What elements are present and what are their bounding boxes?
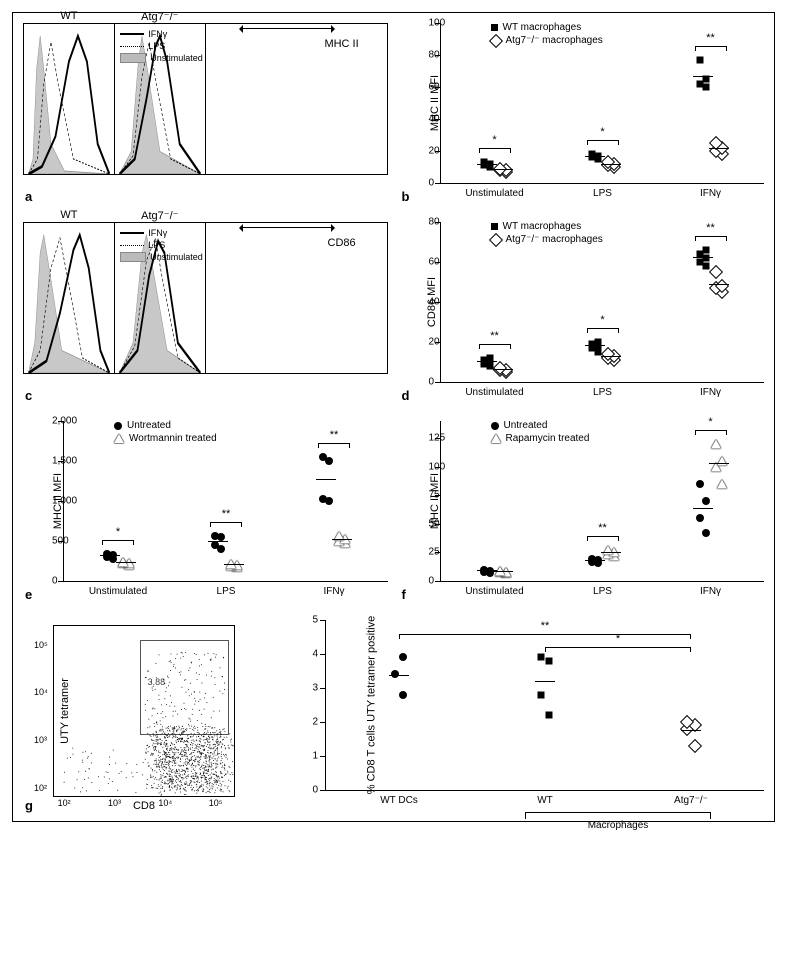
figure-container: WT Atg7⁻/⁻ IFNγ LPS Unstimulated (12, 12, 775, 822)
legend-label: WT macrophages (503, 220, 582, 233)
panel-label: a (25, 189, 32, 204)
facs-xlabel: CD8 (54, 800, 234, 812)
legend-label: WT macrophages (503, 21, 582, 34)
legend-label: IFNγ (148, 28, 167, 40)
legend-label: Untreated (127, 419, 171, 432)
panel-b: MHC II MFI WT macrophages Atg7⁻/⁻ macrop… (400, 23, 765, 204)
plot-legend: WT macrophages Atg7⁻/⁻ macrophages (491, 220, 603, 246)
panel-label: d (402, 388, 410, 403)
histogram-a-atg7: Atg7⁻/⁻ IFNγ LPS Unstimulated (115, 24, 206, 174)
histogram-c-wt: WT (24, 223, 115, 373)
histogram-title: Atg7⁻/⁻ (115, 209, 205, 222)
histogram-title: WT (24, 10, 114, 22)
histogram-a-wt: WT (24, 24, 115, 174)
x-tick: 10⁵ (209, 798, 223, 808)
histogram-title: WT (24, 209, 114, 221)
legend-label: IFNγ (148, 227, 167, 239)
panel-g-strip: % CD8 T cells UTY tetramer positive 0123… (275, 620, 764, 811)
legend-label: Wortmannin treated (129, 432, 217, 445)
legend-label: Atg7⁻/⁻ macrophages (506, 233, 603, 246)
histogram-title: Atg7⁻/⁻ (115, 10, 205, 23)
x-tick: 10⁴ (158, 798, 172, 808)
histogram-pair-a: WT Atg7⁻/⁻ IFNγ LPS Unstimulated (23, 23, 388, 175)
x-tick: 10³ (108, 798, 121, 808)
panel-g-row: UTY tetramer CD8 10² 10³ 10⁴ 10⁵ 10² 10³… (23, 620, 764, 811)
x-axis-label: CD86 (297, 237, 387, 387)
legend-label: Atg7⁻/⁻ macrophages (506, 34, 603, 47)
histogram-legend: IFNγ LPS Unstimulated (120, 28, 203, 64)
panel-label: b (402, 189, 410, 204)
panel-g-facs: UTY tetramer CD8 10² 10³ 10⁴ 10⁵ 10² 10³… (23, 625, 235, 811)
y-tick: 10³ (34, 735, 47, 745)
legend-label: LPS (148, 239, 165, 251)
facs-dots (54, 626, 234, 796)
plot-legend: Untreated Rapamycin treated (491, 419, 590, 445)
panel-label: e (25, 587, 32, 602)
legend-label: LPS (148, 40, 165, 52)
legend-label: Unstimulated (150, 251, 203, 263)
histogram-c-atg7: Atg7⁻/⁻ IFNγ LPS Unstimulated (115, 223, 206, 373)
legend-label: Unstimulated (150, 52, 203, 64)
panel-d: CD86 MFI WT macrophages Atg7⁻/⁻ macropha… (400, 222, 765, 403)
histogram-pair-c: WT Atg7⁻/⁻ IFNγ LPS Unstimulated (23, 222, 388, 374)
panel-c: WT Atg7⁻/⁻ IFNγ LPS Unstimulated (23, 222, 388, 403)
plot-legend: WT macrophages Atg7⁻/⁻ macrophages (491, 21, 603, 47)
histogram-legend: IFNγ LPS Unstimulated (120, 227, 203, 263)
panel-label: c (25, 388, 32, 403)
legend-label: Rapamycin treated (506, 432, 590, 445)
x-axis-label: MHC II (297, 38, 387, 188)
panel-label: g (25, 798, 33, 813)
y-axis-label: % CD8 T cells UTY tetramer positive (365, 616, 377, 795)
y-tick: 10⁴ (34, 687, 48, 697)
y-tick: 10² (34, 783, 47, 793)
histogram-svg (24, 223, 114, 373)
x-axis-arrow (242, 227, 333, 228)
panel-a: WT Atg7⁻/⁻ IFNγ LPS Unstimulated (23, 23, 388, 204)
panel-e: MHC II MFI Untreated Wortmannin treated … (23, 421, 388, 602)
panel-f: MHC II MFI Untreated Rapamycin treated 0… (400, 421, 765, 602)
histogram-svg (24, 24, 114, 174)
strip-plot-f: MHC II MFI Untreated Rapamycin treated 0… (440, 421, 765, 582)
x-axis-arrow (242, 28, 333, 29)
y-tick: 10⁵ (34, 640, 48, 650)
strip-plot-b: MHC II MFI WT macrophages Atg7⁻/⁻ macrop… (440, 23, 765, 184)
legend-label: Untreated (504, 419, 548, 432)
plot-legend: Untreated Wortmannin treated (114, 419, 217, 445)
panel-label: f (402, 587, 406, 602)
facs-plot: UTY tetramer CD8 10² 10³ 10⁴ 10⁵ 10² 10³… (53, 625, 235, 797)
strip-plot-g: % CD8 T cells UTY tetramer positive 0123… (325, 620, 764, 791)
x-tick: 10² (58, 798, 71, 808)
strip-plot-e: MHC II MFI Untreated Wortmannin treated … (63, 421, 388, 582)
strip-plot-d: CD86 MFI WT macrophages Atg7⁻/⁻ macropha… (440, 222, 765, 383)
